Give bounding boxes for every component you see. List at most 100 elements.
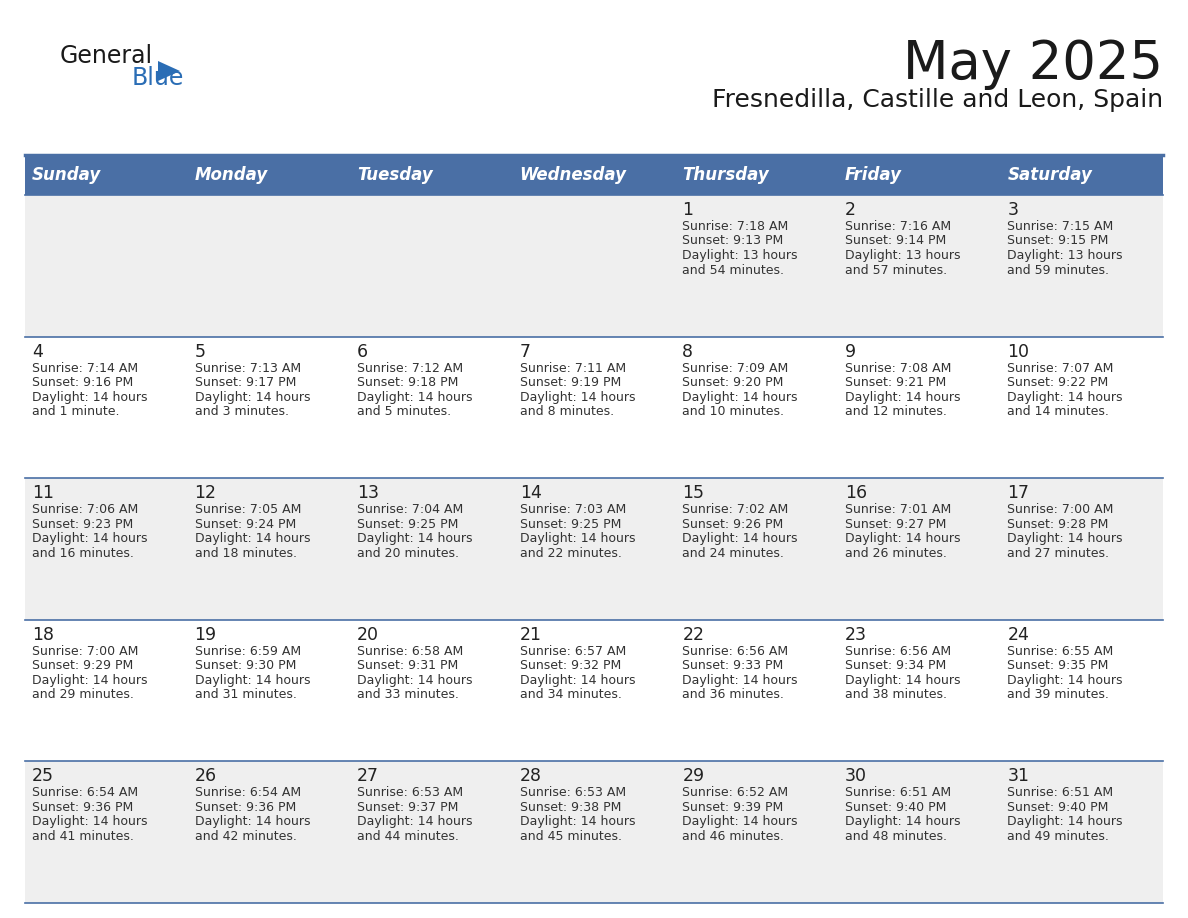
Text: Sunset: 9:38 PM: Sunset: 9:38 PM [519,800,621,814]
Bar [513,155,675,195]
Text: Sunset: 9:33 PM: Sunset: 9:33 PM [682,659,784,672]
Text: Sunrise: 7:18 AM: Sunrise: 7:18 AM [682,220,789,233]
Text: 18: 18 [32,626,53,644]
Text: Sunset: 9:20 PM: Sunset: 9:20 PM [682,376,784,389]
Text: and 57 minutes.: and 57 minutes. [845,263,947,276]
Text: and 16 minutes.: and 16 minutes. [32,547,134,560]
Text: Sunset: 9:40 PM: Sunset: 9:40 PM [1007,800,1108,814]
Text: Sunrise: 6:57 AM: Sunrise: 6:57 AM [519,644,626,658]
Text: Daylight: 14 hours: Daylight: 14 hours [682,390,798,404]
Bar [25,337,1163,478]
Text: Daylight: 14 hours: Daylight: 14 hours [519,390,636,404]
Text: Sunset: 9:22 PM: Sunset: 9:22 PM [1007,376,1108,389]
Text: Sunrise: 7:16 AM: Sunrise: 7:16 AM [845,220,950,233]
Text: Daylight: 14 hours: Daylight: 14 hours [358,815,473,828]
Text: Thursday: Thursday [682,166,769,184]
Text: and 10 minutes.: and 10 minutes. [682,405,784,418]
Text: 26: 26 [195,767,216,786]
Text: Sunset: 9:17 PM: Sunset: 9:17 PM [195,376,296,389]
Text: Sunset: 9:36 PM: Sunset: 9:36 PM [32,800,133,814]
Text: Daylight: 13 hours: Daylight: 13 hours [1007,249,1123,262]
Text: Friday: Friday [845,166,902,184]
Text: 15: 15 [682,484,704,502]
Text: Fresnedilla, Castille and Leon, Spain: Fresnedilla, Castille and Leon, Spain [712,88,1163,112]
Text: Sunrise: 7:11 AM: Sunrise: 7:11 AM [519,362,626,375]
Text: Sunrise: 6:51 AM: Sunrise: 6:51 AM [1007,787,1113,800]
Text: Tuesday: Tuesday [358,166,432,184]
Text: Sunset: 9:23 PM: Sunset: 9:23 PM [32,518,133,531]
Text: Sunrise: 7:03 AM: Sunrise: 7:03 AM [519,503,626,516]
Text: Sunset: 9:25 PM: Sunset: 9:25 PM [519,518,621,531]
Text: Sunrise: 6:58 AM: Sunrise: 6:58 AM [358,644,463,658]
Text: Sunset: 9:34 PM: Sunset: 9:34 PM [845,659,946,672]
Text: and 48 minutes.: and 48 minutes. [845,830,947,843]
Text: Sunrise: 6:55 AM: Sunrise: 6:55 AM [1007,644,1113,658]
Text: Sunrise: 6:52 AM: Sunrise: 6:52 AM [682,787,789,800]
Text: Sunset: 9:16 PM: Sunset: 9:16 PM [32,376,133,389]
Text: Sunrise: 7:09 AM: Sunrise: 7:09 AM [682,362,789,375]
Text: Sunset: 9:36 PM: Sunset: 9:36 PM [195,800,296,814]
Text: Sunrise: 7:02 AM: Sunrise: 7:02 AM [682,503,789,516]
Text: 30: 30 [845,767,867,786]
Text: 31: 31 [1007,767,1030,786]
Text: and 31 minutes.: and 31 minutes. [195,688,297,701]
Text: Daylight: 14 hours: Daylight: 14 hours [519,815,636,828]
Text: Sunset: 9:39 PM: Sunset: 9:39 PM [682,800,784,814]
Text: Daylight: 14 hours: Daylight: 14 hours [195,674,310,687]
Text: Sunrise: 6:51 AM: Sunrise: 6:51 AM [845,787,950,800]
Text: Sunrise: 6:56 AM: Sunrise: 6:56 AM [682,644,789,658]
Text: 17: 17 [1007,484,1030,502]
Text: Daylight: 14 hours: Daylight: 14 hours [1007,532,1123,545]
Text: Sunset: 9:40 PM: Sunset: 9:40 PM [845,800,946,814]
Text: 14: 14 [519,484,542,502]
Text: 11: 11 [32,484,53,502]
Text: and 39 minutes.: and 39 minutes. [1007,688,1110,701]
Bar [25,195,1163,337]
Text: and 54 minutes.: and 54 minutes. [682,263,784,276]
Text: and 8 minutes.: and 8 minutes. [519,405,614,418]
Bar [25,155,188,195]
Text: Sunset: 9:29 PM: Sunset: 9:29 PM [32,659,133,672]
Text: 19: 19 [195,626,216,644]
Text: 20: 20 [358,626,379,644]
Text: and 18 minutes.: and 18 minutes. [195,547,297,560]
Text: and 1 minute.: and 1 minute. [32,405,120,418]
Text: Sunset: 9:24 PM: Sunset: 9:24 PM [195,518,296,531]
Text: Sunset: 9:32 PM: Sunset: 9:32 PM [519,659,621,672]
Text: and 41 minutes.: and 41 minutes. [32,830,134,843]
Text: Sunset: 9:15 PM: Sunset: 9:15 PM [1007,234,1108,248]
Text: Daylight: 14 hours: Daylight: 14 hours [195,532,310,545]
Text: Daylight: 13 hours: Daylight: 13 hours [682,249,798,262]
Text: Sunset: 9:30 PM: Sunset: 9:30 PM [195,659,296,672]
Text: 13: 13 [358,484,379,502]
Text: Sunset: 9:31 PM: Sunset: 9:31 PM [358,659,459,672]
Bar [25,478,1163,620]
Bar [1000,155,1163,195]
Text: Daylight: 14 hours: Daylight: 14 hours [845,532,960,545]
Text: Sunrise: 7:07 AM: Sunrise: 7:07 AM [1007,362,1114,375]
Text: Sunrise: 6:59 AM: Sunrise: 6:59 AM [195,644,301,658]
Text: 4: 4 [32,342,43,361]
Text: Sunrise: 7:12 AM: Sunrise: 7:12 AM [358,362,463,375]
Text: Daylight: 14 hours: Daylight: 14 hours [845,390,960,404]
Text: Sunrise: 7:04 AM: Sunrise: 7:04 AM [358,503,463,516]
Text: Sunrise: 7:01 AM: Sunrise: 7:01 AM [845,503,952,516]
Text: Sunset: 9:27 PM: Sunset: 9:27 PM [845,518,946,531]
Text: Sunset: 9:14 PM: Sunset: 9:14 PM [845,234,946,248]
Text: Sunset: 9:37 PM: Sunset: 9:37 PM [358,800,459,814]
Text: Daylight: 14 hours: Daylight: 14 hours [32,532,147,545]
Text: and 24 minutes.: and 24 minutes. [682,547,784,560]
Text: Sunset: 9:28 PM: Sunset: 9:28 PM [1007,518,1108,531]
Text: Daylight: 14 hours: Daylight: 14 hours [845,674,960,687]
Text: Sunrise: 6:54 AM: Sunrise: 6:54 AM [195,787,301,800]
Text: and 5 minutes.: and 5 minutes. [358,405,451,418]
Text: Daylight: 14 hours: Daylight: 14 hours [32,674,147,687]
Text: Daylight: 14 hours: Daylight: 14 hours [519,674,636,687]
Text: Sunset: 9:13 PM: Sunset: 9:13 PM [682,234,784,248]
Text: and 27 minutes.: and 27 minutes. [1007,547,1110,560]
Text: and 26 minutes.: and 26 minutes. [845,547,947,560]
Text: Saturday: Saturday [1007,166,1092,184]
Bar [350,155,513,195]
Text: Daylight: 14 hours: Daylight: 14 hours [519,532,636,545]
Text: and 45 minutes.: and 45 minutes. [519,830,621,843]
